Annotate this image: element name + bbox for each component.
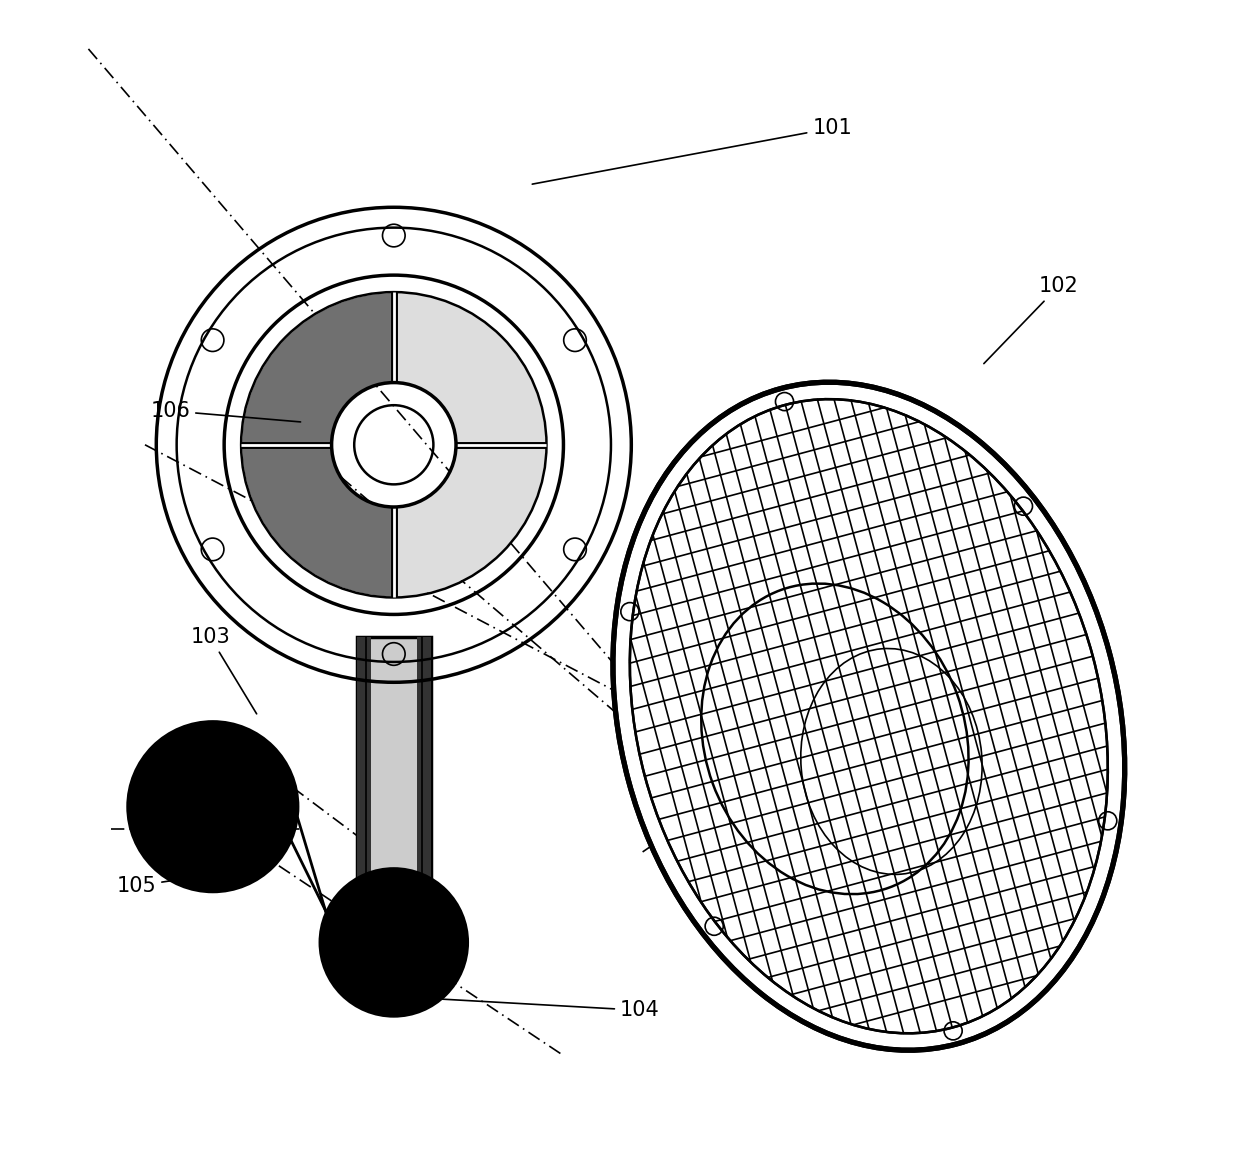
Ellipse shape bbox=[630, 399, 1107, 1033]
Polygon shape bbox=[394, 445, 546, 597]
Text: M: M bbox=[196, 791, 229, 822]
Text: 105: 105 bbox=[117, 875, 210, 896]
Circle shape bbox=[320, 868, 467, 1016]
Bar bbox=[417, 637, 430, 943]
Ellipse shape bbox=[613, 382, 1125, 1051]
Text: 101: 101 bbox=[532, 118, 852, 185]
Text: 103: 103 bbox=[190, 627, 257, 714]
Circle shape bbox=[128, 722, 298, 892]
Text: 106: 106 bbox=[150, 401, 300, 421]
Bar bbox=[357, 637, 430, 943]
Polygon shape bbox=[394, 294, 546, 445]
Polygon shape bbox=[242, 294, 394, 445]
Bar bbox=[357, 637, 371, 943]
Text: 102: 102 bbox=[983, 276, 1079, 363]
Polygon shape bbox=[242, 294, 394, 597]
Polygon shape bbox=[242, 445, 394, 597]
Text: 104: 104 bbox=[441, 1000, 660, 1021]
